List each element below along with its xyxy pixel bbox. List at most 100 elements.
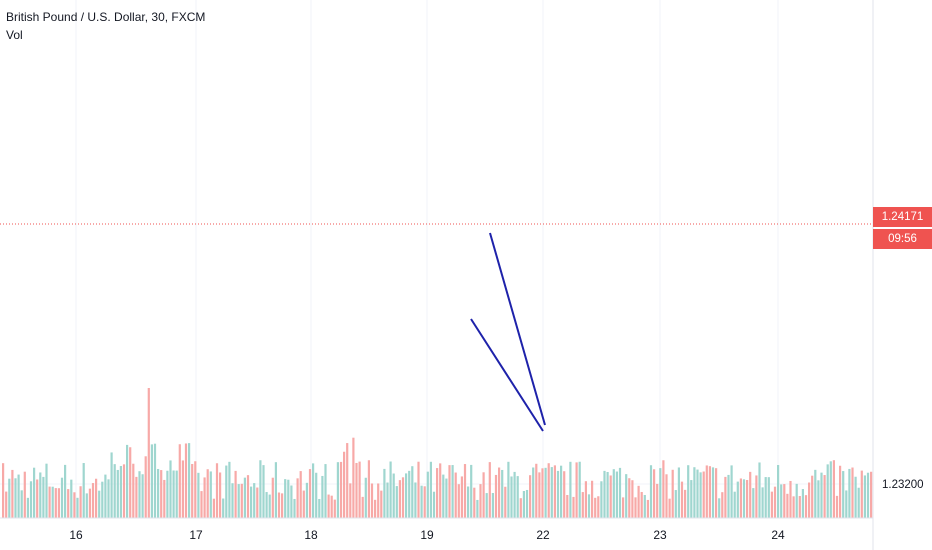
volume-bar: [98, 490, 101, 518]
price-axis: 1.232001.234001.236001.238001.240001.242…: [882, 479, 924, 491]
volume-bar: [200, 491, 203, 518]
volume-bar: [553, 465, 556, 518]
volume-bar: [8, 478, 11, 518]
volume-bar: [330, 495, 333, 518]
time-tick-label: 17: [189, 528, 203, 542]
volume-bar: [82, 463, 85, 518]
volume-bar: [234, 470, 237, 518]
volume-bar: [479, 484, 482, 518]
volume-bar: [70, 479, 73, 518]
volume-bar: [801, 489, 804, 518]
volume-bar: [498, 467, 501, 518]
volume-bar: [411, 466, 414, 518]
volume-bar: [374, 499, 377, 518]
volume-bar: [160, 470, 163, 518]
volume-bar: [870, 471, 873, 518]
volume-bar: [594, 497, 597, 518]
volume-bar: [860, 470, 863, 518]
volume-bar: [538, 472, 541, 518]
volume-bar: [600, 481, 603, 518]
volume-bar: [560, 465, 563, 518]
volume-bar: [250, 486, 253, 518]
volume-bar: [268, 494, 271, 518]
volume-bar: [45, 463, 48, 518]
volume-bar: [609, 475, 612, 518]
volume-bar: [274, 462, 277, 518]
volume-bar: [191, 463, 194, 518]
volume-bar: [501, 469, 504, 518]
volume-bar: [463, 464, 467, 518]
volume-bar: [287, 479, 290, 518]
volume-bar: [863, 475, 866, 518]
volume-bar: [457, 484, 460, 518]
volume-bar: [584, 481, 587, 518]
volume-bar: [674, 490, 677, 518]
volume-bar: [510, 476, 513, 518]
volume-bar: [792, 496, 795, 518]
volume-bar: [566, 494, 569, 518]
volume-bar: [333, 499, 336, 518]
volume-bar: [36, 479, 39, 518]
volume-bar: [222, 498, 225, 518]
volume-bar: [643, 494, 646, 518]
volume-bar: [157, 468, 160, 518]
volume-bar: [209, 471, 212, 518]
volume-bar: [312, 463, 315, 518]
volume-bar: [746, 480, 749, 518]
volume-bar: [773, 486, 777, 518]
volume-bar: [414, 482, 417, 518]
volume-bar: [439, 463, 442, 518]
volume-bar: [67, 489, 70, 518]
volume-bar: [14, 478, 17, 518]
volume-bar: [172, 470, 175, 518]
volume-bar: [256, 487, 259, 518]
volume-bar: [426, 471, 429, 518]
symbol-title[interactable]: British Pound / U.S. Dollar, 30, FXCM: [6, 10, 206, 24]
volume-bar: [690, 480, 693, 518]
volume-indicator-label[interactable]: Vol: [6, 28, 23, 42]
volume-bar: [488, 462, 491, 518]
volume-bar: [622, 497, 625, 518]
volume-bar: [26, 497, 29, 518]
volume-bar: [153, 443, 157, 518]
volume-bar: [668, 498, 671, 518]
volume-bar: [798, 496, 801, 518]
volume-bar: [653, 469, 656, 518]
volume-bar: [640, 491, 643, 518]
volume-bar: [724, 476, 727, 518]
volume-bar: [246, 475, 250, 518]
volume-bar: [752, 488, 755, 518]
volume-bar: [122, 464, 126, 518]
volume-bar: [11, 469, 14, 518]
volume-bar: [302, 490, 305, 518]
volume-bar: [684, 489, 687, 518]
volume-bar: [327, 494, 330, 518]
volume-bar: [417, 461, 420, 518]
volume-bar: [656, 483, 659, 518]
volume-bar: [491, 492, 494, 518]
volume-bar: [513, 471, 516, 518]
volume-bar: [237, 484, 240, 518]
volume-bar: [854, 476, 857, 518]
volume-bar: [730, 465, 733, 518]
volume-bar: [749, 471, 752, 518]
volume-bar: [851, 467, 854, 518]
volume-bar: [587, 494, 591, 518]
bar-countdown-badge: 09:56: [873, 229, 932, 249]
volume-bar: [811, 475, 814, 518]
volume-bar: [823, 475, 826, 518]
time-axis: 16 17 18 19 22 23 24: [69, 528, 785, 542]
trendline-upper: [489, 232, 546, 426]
volume-bar: [79, 486, 82, 518]
volume-bar: [364, 477, 367, 518]
time-tick-label: 23: [653, 528, 667, 542]
volume-bar: [550, 467, 553, 518]
volume-bar: [20, 490, 23, 518]
volume-bar: [29, 481, 33, 518]
volume-bars: [2, 388, 873, 518]
volume-bar: [572, 496, 575, 518]
volume-bar: [727, 474, 730, 518]
volume-bar: [88, 488, 91, 518]
volume-bar: [188, 443, 191, 518]
